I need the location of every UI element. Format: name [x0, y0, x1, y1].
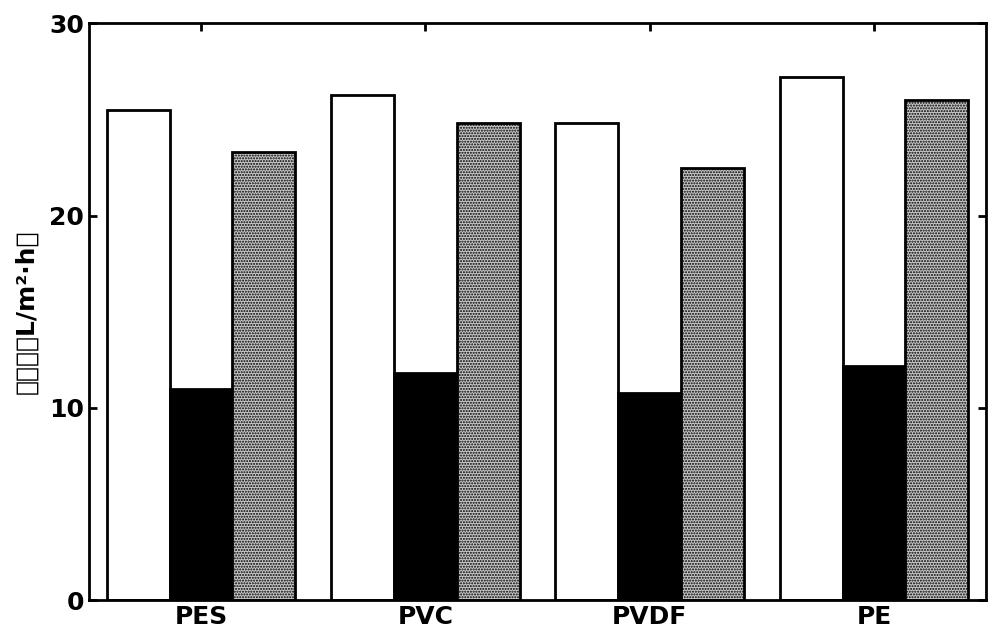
Bar [843, 366, 905, 601]
Bar [681, 168, 744, 601]
Bar [555, 123, 618, 601]
Bar [107, 110, 170, 601]
Bar [232, 152, 295, 601]
Bar [394, 374, 457, 601]
Y-axis label: 膜通量（L/m²·h）: 膜通量（L/m²·h） [14, 230, 38, 394]
Bar [170, 389, 232, 601]
Bar [905, 100, 968, 601]
Bar [331, 95, 394, 601]
Bar [618, 393, 681, 601]
Bar [780, 77, 843, 601]
Bar [457, 123, 520, 601]
